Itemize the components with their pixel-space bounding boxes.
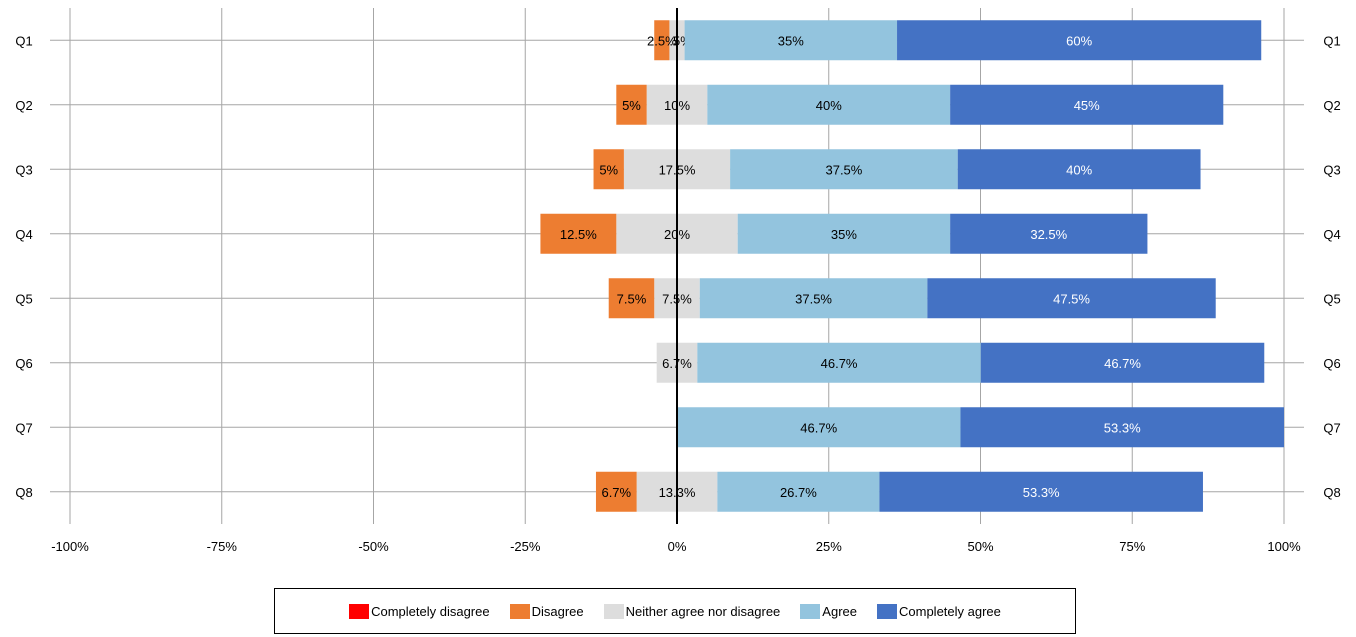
data-label: 60%	[1066, 33, 1092, 48]
category-labels: Q1 Q1 Q2 Q2 Q3 Q3 Q4 Q4 Q5 Q5 Q6 Q6 Q7 Q7 Q8 Q8	[15, 33, 1340, 500]
legend-swatch	[349, 603, 370, 619]
category-label-right: Q5	[1323, 291, 1340, 306]
data-label: 37.5%	[795, 291, 832, 306]
bar-segment-q8-completely-agree	[879, 471, 1203, 512]
legend-item: Disagree	[509, 603, 584, 619]
category-label-right: Q4	[1323, 227, 1340, 242]
bar-segment-q7-completely-agree	[960, 407, 1284, 448]
data-label: 47.5%	[1053, 291, 1090, 306]
bar-segment-q5-disagree	[608, 278, 655, 319]
legend-label: Neither agree nor disagree	[625, 603, 781, 619]
bar-segment-q6-completely-agree	[980, 342, 1265, 383]
data-label: 35%	[831, 227, 857, 242]
legend-label: Disagree	[531, 603, 584, 619]
x-tick-label: -50%	[358, 539, 389, 554]
category-label-left: Q8	[15, 485, 32, 500]
data-label: 6.7%	[601, 485, 631, 500]
x-tick-label: -25%	[510, 539, 541, 554]
data-label: 5%	[599, 162, 618, 177]
data-label: 53.3%	[1023, 485, 1060, 500]
legend-swatch	[603, 603, 624, 619]
category-label-left: Q5	[15, 291, 32, 306]
bar-segment-q4-disagree	[540, 213, 617, 254]
legend-swatch	[509, 603, 530, 619]
bar-segment-q2-disagree	[616, 84, 647, 125]
category-label-left: Q2	[15, 98, 32, 113]
bar-segment-q3-agree	[730, 149, 958, 190]
category-label-right: Q2	[1323, 98, 1340, 113]
bar-segment-q4-completely-agree	[950, 213, 1148, 254]
data-label: 7.5%	[617, 291, 647, 306]
x-tick-label: -75%	[207, 539, 238, 554]
bar-segment-q7-agree	[677, 407, 961, 448]
category-label-left: Q3	[15, 162, 32, 177]
data-label: 32.5%	[1030, 227, 1067, 242]
x-tick-label: 75%	[1119, 539, 1145, 554]
x-tick-label: 0%	[668, 539, 687, 554]
bar-segment-q8-agree	[717, 471, 880, 512]
bar-segment-q2-completely-agree	[950, 84, 1224, 125]
bar-segment-q3-disagree	[593, 149, 624, 190]
legend-label: Completely agree	[899, 603, 1001, 619]
data-label: 46.7%	[821, 356, 858, 371]
legend: Completely disagree Disagree Neither agree…	[274, 588, 1076, 634]
legend-item: Completely agree	[877, 603, 1001, 619]
data-label: 26.7%	[780, 485, 817, 500]
bar-segment-q1-agree	[684, 20, 898, 61]
bar-segment-q5-completely-agree	[927, 278, 1216, 319]
legend-item: Neither agree nor disagree	[603, 603, 781, 619]
data-label: 40%	[816, 98, 842, 113]
data-label: 12.5%	[560, 227, 597, 242]
bar-segment-q6-agree	[697, 342, 981, 383]
data-label: 2.5%	[647, 33, 677, 48]
legend-item: Completely disagree	[349, 603, 490, 619]
data-label: 46.7%	[1104, 356, 1141, 371]
legend-item: Agree	[800, 603, 857, 619]
bar-segment-q1-completely-agree	[897, 20, 1262, 61]
data-label: 5%	[622, 98, 641, 113]
legend-label: Completely disagree	[371, 603, 490, 619]
data-label: 53.3%	[1104, 420, 1141, 435]
x-tick-label: 25%	[816, 539, 842, 554]
bar-segment-q8-disagree	[595, 471, 637, 512]
legend-swatch	[800, 603, 821, 619]
data-label: 40%	[1066, 162, 1092, 177]
category-label-right: Q3	[1323, 162, 1340, 177]
x-tick-labels: -100% -75% -50% -25% 0% 25% 50% 75% 100%	[51, 539, 1301, 554]
bar-segment-q3-completely-agree	[957, 149, 1201, 190]
data-label: 35%	[778, 33, 804, 48]
data-label: 37.5%	[825, 162, 862, 177]
bar-segments: 2.5%2.5%35%60%10%5%40%45%17.5%5%37.5%40%…	[540, 20, 1284, 512]
data-label: 45%	[1074, 98, 1100, 113]
category-label-left: Q6	[15, 356, 32, 371]
category-label-right: Q8	[1323, 485, 1340, 500]
x-tick-label: 100%	[1267, 539, 1301, 554]
category-label-right: Q1	[1323, 33, 1340, 48]
bar-segment-q2-agree	[707, 84, 951, 125]
legend-label: Agree	[822, 603, 857, 619]
x-tick-label: 50%	[967, 539, 993, 554]
category-label-left: Q4	[15, 227, 32, 242]
x-tick-label: -100%	[51, 539, 89, 554]
bar-segment-q4-agree	[737, 213, 951, 254]
data-label: 46.7%	[800, 420, 837, 435]
category-label-right: Q7	[1323, 420, 1340, 435]
category-label-left: Q7	[15, 420, 32, 435]
category-label-left: Q1	[15, 33, 32, 48]
bar-segment-q5-agree	[699, 278, 928, 319]
legend-swatch	[877, 603, 897, 619]
bar-segment-q1-disagree	[654, 20, 670, 61]
category-label-right: Q6	[1323, 356, 1340, 371]
